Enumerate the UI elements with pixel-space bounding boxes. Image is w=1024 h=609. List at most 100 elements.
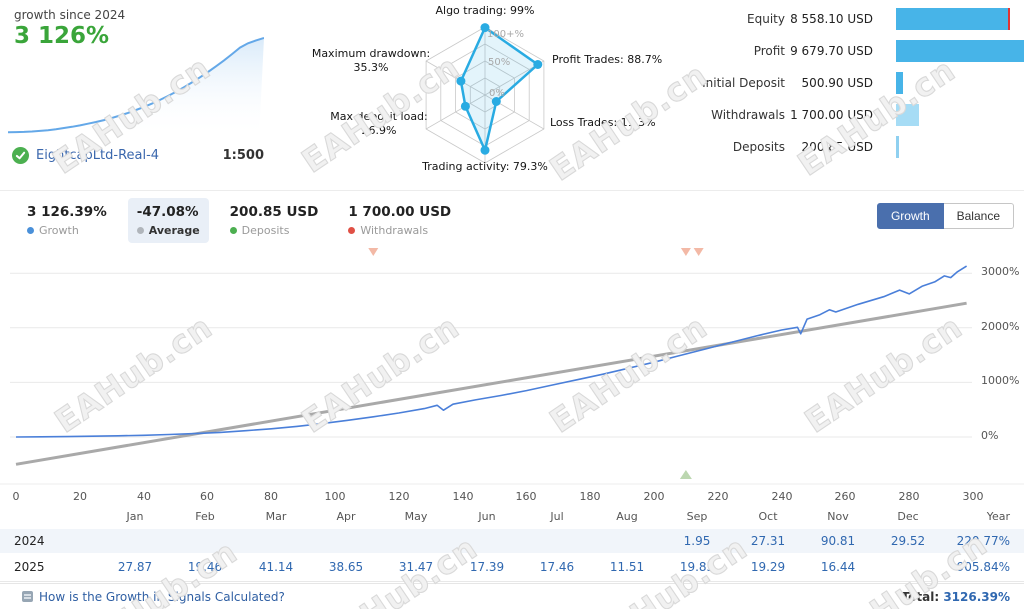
radar-ring-label: 0% (489, 88, 505, 99)
summary-label: Deposits (732, 140, 785, 154)
summary-bar-area (896, 40, 1024, 62)
growth-value: 3 126% (14, 23, 110, 49)
growth-sparkline-card: growth since 2024 3 126% EightcapLtd-Rea… (0, 0, 272, 190)
summary-bar (896, 8, 1010, 30)
table-year-total: 905.84% (956, 560, 1010, 574)
table-year-total: 220.77% (956, 534, 1010, 548)
x-axis-tick: 120 (388, 490, 410, 503)
toggle-growth-button[interactable]: Growth (876, 203, 944, 229)
total-value: 3126.39% (943, 590, 1010, 604)
month-label-feb: Feb (195, 510, 215, 523)
month-label-nov: Nov (827, 510, 849, 523)
month-label-sep: Sep (686, 510, 708, 523)
stat-average[interactable]: -47.08% Average (127, 198, 209, 243)
summary-value: 9 679.70 USD (790, 44, 873, 58)
summary-row-equity: Equity 8 558.10 USD (690, 8, 1024, 30)
radar-axis-label-text: Maximum drawdown: (311, 47, 431, 60)
y-axis-label: 2000% (981, 320, 1020, 333)
radar-point-profit-trades (533, 60, 543, 69)
radar-axis-label-text: Profit Trades: 88.7% (552, 53, 663, 66)
y-axis-label: 1000% (981, 374, 1020, 387)
radar-axis-label-text: Trading activity: 79.3% (422, 160, 548, 173)
account-summary: Equity 8 558.10 USD Profit 9 679.70 USD Init… (690, 8, 1024, 168)
radar-svg: 100+% 50% 0% (425, 23, 545, 164)
x-axis-tick: 300 (962, 490, 984, 503)
stat-label-row: Deposits (229, 224, 319, 237)
summary-label: Initial Deposit (702, 76, 785, 90)
radar-axis-label-maximum-drawdown: Maximum drawdown: 35.3% (301, 47, 441, 75)
table-cell-month-1: 27.87 (117, 560, 153, 574)
table-year-label: 2024 (14, 534, 45, 548)
chart-mode-toggle: Growth Balance (876, 203, 1014, 229)
x-axis-tick: 60 (200, 490, 214, 503)
radar-axis-label-trading-activity: Trading activity: 79.3% (300, 160, 670, 174)
stat-dot-icon (136, 227, 144, 234)
table-cell-month-10: 27.31 (750, 534, 786, 548)
table-cell-month-8: 11.51 (609, 560, 645, 574)
radar-point-trading-activity (480, 145, 490, 155)
summary-bar (896, 104, 919, 126)
stat-value: 1 700.00 USD (348, 204, 452, 220)
sparkline-line (8, 37, 264, 134)
average-trend-line (15, 301, 967, 466)
month-label-jul: Jul (550, 510, 564, 523)
table-cell-month-12: 29.52 (890, 534, 926, 548)
summary-bar-area (896, 8, 1024, 30)
table-cell-month-2: 19.46 (187, 560, 223, 574)
radar-axis-label-value: 26.9% (361, 124, 397, 137)
summary-bar (896, 72, 903, 94)
stat-value: 200.85 USD (229, 204, 319, 220)
growth-caption: growth since 2024 (14, 8, 126, 22)
stat-label: Withdrawals (360, 224, 429, 237)
header-divider (0, 190, 1024, 191)
stat-label: Deposits (241, 224, 290, 237)
withdrawal-marker-icon (693, 248, 704, 256)
stat-growth[interactable]: 3 126.39% Growth (27, 198, 116, 243)
table-cell-month-11: 16.44 (820, 560, 856, 574)
x-axis-tick: 140 (452, 490, 474, 503)
x-axis-tick: 220 (707, 490, 729, 503)
account-name-link[interactable]: EightcapLtd-Real-4 (36, 148, 160, 163)
month-label-aug: Aug (616, 510, 638, 523)
account-row: EightcapLtd-Real-4 1:500 (12, 147, 264, 164)
growth-help-link[interactable]: How is the Growth in Signals Calculated? (39, 590, 285, 604)
radar-axis-label-loss-trades: Loss Trades: 11.3% (550, 116, 656, 130)
growth-sparkline-chart (8, 37, 264, 138)
stat-withdrawals[interactable]: 1 700.00 USD Withdrawals (339, 198, 460, 243)
summary-bar-area (896, 72, 1024, 94)
radar-axis-label-text: Algo trading: 99% (435, 4, 535, 17)
growth-chart-svg (0, 248, 1024, 485)
year-column-label: Year (986, 510, 1010, 523)
sparkline-area (8, 38, 264, 138)
month-label-may: May (404, 510, 428, 523)
radar-point-maximum-drawdown (456, 76, 466, 86)
table-cell-month-4: 38.65 (328, 560, 364, 574)
month-label-apr: Apr (336, 510, 356, 523)
stat-dot-icon (229, 227, 237, 234)
stat-label: Growth (39, 224, 79, 237)
table-cell-month-7: 17.46 (539, 560, 575, 574)
radar-point-max-deposit-load (460, 101, 470, 111)
table-cell-month-6: 17.39 (469, 560, 505, 574)
stats-row: 3 126.39% Growth -47.08% Average 200.85 USD D… (27, 198, 460, 243)
radar-axis-label-value: 35.3% (353, 61, 389, 74)
withdrawal-marker-icon (680, 248, 691, 256)
stat-value: 3 126.39% (27, 204, 107, 220)
summary-value: 1 700.00 USD (790, 108, 873, 122)
summary-label: Profit (753, 44, 785, 58)
summary-bar-area (896, 104, 1024, 126)
summary-bar (896, 40, 1024, 62)
month-label-dec: Dec (897, 510, 919, 523)
toggle-balance-button[interactable]: Balance (943, 203, 1014, 229)
stat-deposits[interactable]: 200.85 USD Deposits (221, 198, 328, 243)
radar-ring-label: 50% (488, 57, 510, 68)
deposit-marker-icon (679, 470, 692, 479)
summary-value: 500.90 USD (801, 76, 873, 90)
total-growth: Total: 3126.39% (902, 590, 1010, 604)
table-cell-month-9: 19.85 (679, 560, 715, 574)
verified-check-icon (12, 147, 29, 164)
month-label-jun: Jun (478, 510, 496, 523)
radar-axis-label-profit-trades: Profit Trades: 88.7% (552, 53, 662, 67)
x-axis-tick: 100 (324, 490, 346, 503)
